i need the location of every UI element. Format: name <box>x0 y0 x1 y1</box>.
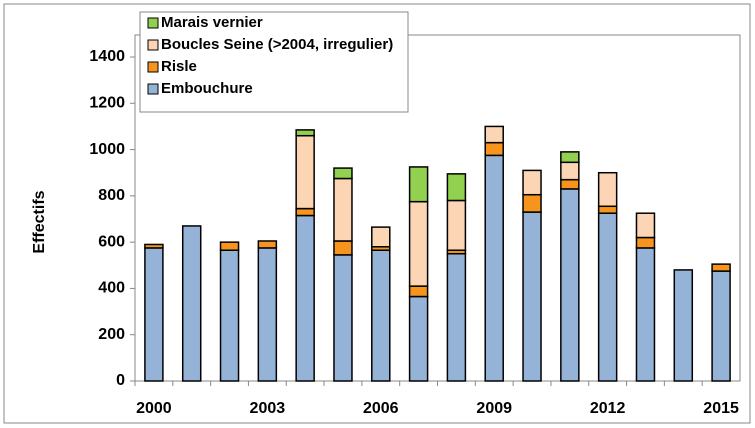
bar-segment <box>181 225 202 382</box>
bar-segment <box>711 270 731 382</box>
bar-segment <box>597 212 618 382</box>
bars <box>144 125 731 382</box>
bar-segment <box>219 249 240 382</box>
y-tick-label: 0 <box>116 372 125 389</box>
legend-swatch <box>147 83 159 95</box>
bar-segment <box>484 141 504 157</box>
x-tick-label: 2003 <box>250 400 286 417</box>
bar-segment <box>371 249 391 382</box>
bar-segment <box>144 243 164 249</box>
bar-segment <box>522 193 542 213</box>
bar-segment <box>484 154 504 382</box>
bar-segment <box>522 211 542 382</box>
y-tick-label: 1200 <box>89 95 125 112</box>
bar-segment <box>711 263 731 272</box>
bar-segment <box>635 212 656 239</box>
x-tick-label: 2012 <box>590 400 626 417</box>
bar-segment <box>673 269 694 382</box>
bar-segment <box>560 161 580 181</box>
y-tick-label: 400 <box>98 280 125 297</box>
legend-swatch <box>147 39 159 51</box>
bar-segment <box>635 247 656 382</box>
bar-segment <box>522 169 542 196</box>
legend-swatch <box>147 61 159 73</box>
bar-segment <box>144 247 164 382</box>
bar-segment <box>484 125 504 144</box>
x-tick-label: 2015 <box>703 400 739 417</box>
bar-segment <box>333 254 353 382</box>
bar-segment <box>333 240 353 256</box>
bar-segment <box>408 166 429 203</box>
bar-segment <box>560 178 580 190</box>
bar-segment <box>257 247 278 382</box>
legend-box <box>139 11 409 113</box>
bar-segment <box>219 241 240 251</box>
y-tick-label: 1000 <box>89 141 125 158</box>
x-tick-label: 2000 <box>136 400 172 417</box>
bar-segment <box>257 240 278 249</box>
y-tick-label: 600 <box>98 233 125 250</box>
y-tick-label: 800 <box>98 187 125 204</box>
bar-segment <box>295 129 315 137</box>
legend-label: Boucles Seine (>2004, irregulier) <box>161 36 393 53</box>
bar-segment <box>635 236 656 249</box>
bar-segment <box>295 214 315 382</box>
bar-segment <box>333 177 353 242</box>
bar-segment <box>333 167 353 180</box>
bar-segment <box>446 199 467 251</box>
legend-swatch <box>147 17 159 29</box>
bar-segment <box>560 151 580 164</box>
bar-segment <box>560 188 580 382</box>
bar-segment <box>597 205 618 214</box>
bar-segment <box>446 252 467 382</box>
legend-label: Risle <box>161 58 197 75</box>
y-axis-label: Effectifs <box>31 190 48 253</box>
legend-label: Embouchure <box>161 80 253 97</box>
bar-segment <box>295 134 315 210</box>
y-tick-label: 1400 <box>89 48 125 65</box>
bar-segment <box>597 171 618 208</box>
bar-segment <box>371 226 391 248</box>
legend: Marais vernier Boucles Seine (>2004, irre… <box>139 11 409 113</box>
bar-segment <box>446 173 467 202</box>
bar-segment <box>408 285 429 298</box>
x-tick-label: 2009 <box>476 400 512 417</box>
y-tick-label: 200 <box>98 326 125 343</box>
legend-label: Marais vernier <box>161 14 263 31</box>
bar-segment <box>295 207 315 217</box>
bar-segment <box>408 200 429 287</box>
x-tick-label: 2006 <box>363 400 399 417</box>
bar-segment <box>408 295 429 382</box>
